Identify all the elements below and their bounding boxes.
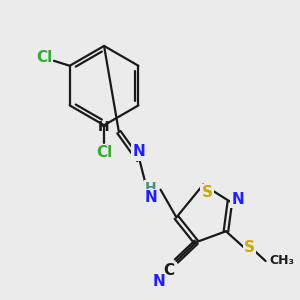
Text: N: N <box>144 190 157 205</box>
Text: Cl: Cl <box>36 50 52 65</box>
Text: S: S <box>244 240 255 255</box>
Text: C: C <box>163 263 174 278</box>
Text: Cl: Cl <box>96 146 112 160</box>
Text: N: N <box>132 145 145 160</box>
Text: N: N <box>232 192 244 207</box>
Text: H: H <box>145 181 156 195</box>
Text: S: S <box>202 185 213 200</box>
Text: N: N <box>152 274 165 289</box>
Text: H: H <box>98 120 109 134</box>
Text: CH₃: CH₃ <box>270 254 295 268</box>
